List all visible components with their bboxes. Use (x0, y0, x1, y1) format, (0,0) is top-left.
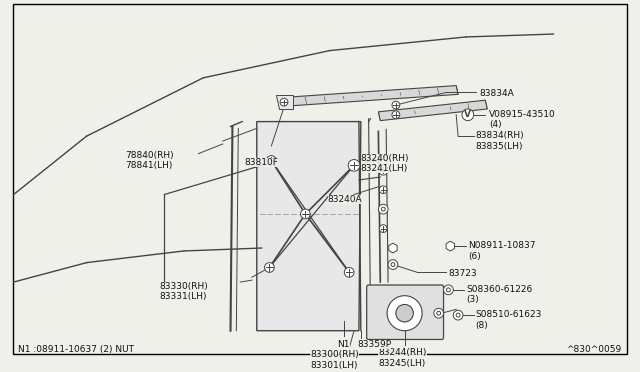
Text: 83359P: 83359P (357, 340, 391, 349)
Text: 83834(RH)
83835(LH): 83834(RH) 83835(LH) (476, 131, 524, 151)
Text: 83300(RH)
83301(LH): 83300(RH) 83301(LH) (310, 350, 359, 369)
Circle shape (280, 98, 288, 106)
Text: S08360-61226
(3): S08360-61226 (3) (466, 285, 532, 304)
Circle shape (434, 308, 444, 318)
Circle shape (380, 186, 387, 193)
Text: 83834A: 83834A (479, 90, 515, 99)
Circle shape (381, 207, 385, 211)
Circle shape (264, 263, 275, 272)
Text: 83330(RH)
83331(LH): 83330(RH) 83331(LH) (159, 282, 208, 301)
Circle shape (301, 209, 310, 219)
Circle shape (378, 166, 388, 175)
Circle shape (380, 225, 387, 232)
Circle shape (391, 263, 395, 266)
Text: N1: N1 (337, 340, 350, 349)
Text: N1 :08911-10637 (2) NUT: N1 :08911-10637 (2) NUT (19, 345, 134, 354)
Polygon shape (276, 95, 292, 109)
Circle shape (436, 311, 440, 315)
Polygon shape (257, 122, 361, 331)
Circle shape (348, 160, 360, 171)
Circle shape (453, 310, 463, 320)
Text: 83240A: 83240A (328, 195, 362, 203)
Text: N08911-10837
(6): N08911-10837 (6) (468, 241, 535, 261)
Text: 83244(RH)
83245(LH): 83244(RH) 83245(LH) (378, 348, 427, 368)
Text: 83240(RH)
83241(LH): 83240(RH) 83241(LH) (361, 154, 410, 173)
Circle shape (344, 267, 354, 277)
Text: 83810F: 83810F (244, 158, 278, 167)
Polygon shape (378, 100, 487, 121)
Circle shape (456, 313, 460, 317)
Text: 83723: 83723 (449, 269, 477, 278)
FancyBboxPatch shape (367, 285, 444, 340)
Circle shape (447, 288, 451, 292)
Text: ^830^0059: ^830^0059 (566, 345, 621, 354)
Circle shape (392, 101, 400, 109)
Circle shape (387, 296, 422, 331)
Circle shape (444, 285, 453, 295)
Circle shape (266, 155, 276, 166)
Polygon shape (388, 243, 397, 253)
Circle shape (378, 204, 388, 214)
Text: V08915-43510
(4): V08915-43510 (4) (489, 110, 556, 129)
Circle shape (396, 304, 413, 322)
Text: V: V (464, 110, 472, 119)
Text: S08510-61623
(8): S08510-61623 (8) (476, 310, 542, 330)
Circle shape (392, 111, 400, 119)
Circle shape (462, 109, 474, 121)
Text: 78840(RH)
78841(LH): 78840(RH) 78841(LH) (125, 151, 174, 170)
Polygon shape (446, 241, 454, 251)
Polygon shape (286, 86, 458, 106)
Circle shape (388, 260, 398, 269)
